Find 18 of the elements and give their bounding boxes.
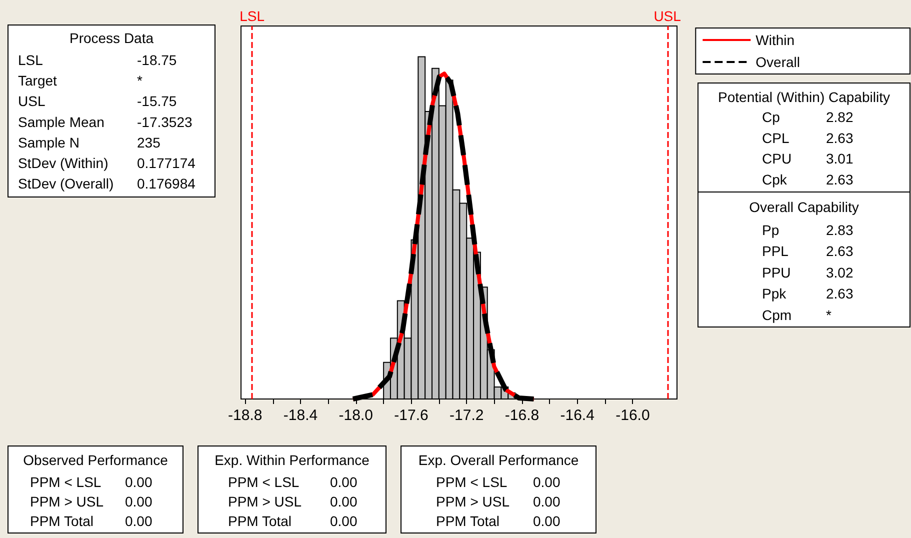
- text: Observed Performance PPM < LSL 0.00 PPM > USL 0.00 PPM Total 0.00: [23, 452, 168, 529]
- x-tick-label: -18.4: [283, 407, 318, 424]
- x-tick-label: -17.6: [394, 407, 428, 424]
- text: Overall Capability Pp 2.83 PPL 2.63 PPU 3.02 Ppk 2.63 Cpm *: [749, 199, 859, 323]
- text: Potential (Within) Capability Cp 2.82 CPL 2.63 CPU 3.01 Cpk 2.63: [718, 89, 890, 188]
- ref-line-label: LSL: [240, 8, 265, 24]
- x-tick-label: -17.2: [450, 407, 484, 424]
- x-tick-label: -18.8: [228, 407, 262, 424]
- legend-label: Overall: [756, 54, 800, 70]
- legend-label: Within: [756, 32, 795, 48]
- ref-line-label: USL: [654, 8, 682, 24]
- text: Process Data LSL -18.75 Target * USL -15.75 Sample Mean -17.3523 Sample N 235 StDev (Within) 0.177174 StDev (Overall) 0.176984: [18, 30, 196, 192]
- x-tick-label: -18.0: [338, 407, 373, 424]
- x-tick-label: -16.4: [560, 407, 594, 424]
- x-tick-label: -16.0: [616, 407, 650, 424]
- text: Exp. Overall Performance PPM < LSL 0.00 PPM > USL 0.00 PPM Total 0.00: [418, 452, 579, 529]
- x-tick-label: -16.8: [504, 407, 540, 424]
- text: Exp. Within Performance PPM < LSL 0.00 PPM > USL 0.00 PPM Total 0.00: [214, 452, 370, 529]
